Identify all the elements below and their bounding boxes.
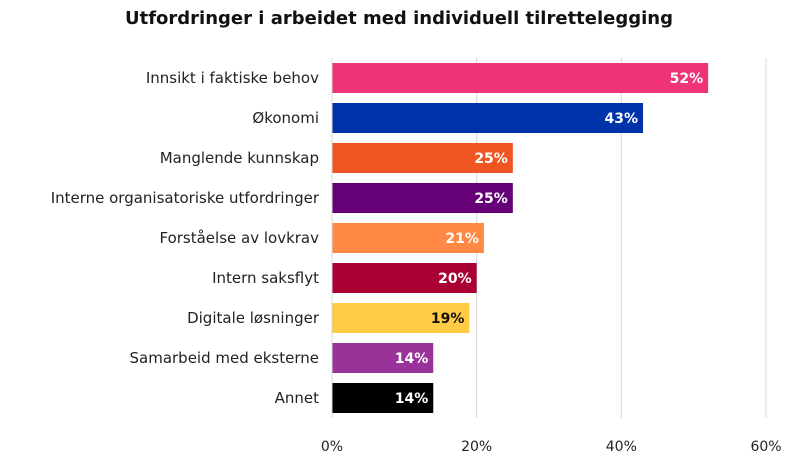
bar-1 [332, 103, 644, 133]
bar-7 [332, 343, 434, 373]
data-label-2: 25% [474, 151, 508, 167]
category-label-1: Økonomi [252, 109, 319, 127]
bar-8 [332, 383, 434, 413]
category-label-6: Digitale løsninger [187, 309, 320, 327]
x-tick-label-60: 60% [750, 439, 781, 455]
category-label-3: Interne organisatoriske utfordringer [51, 189, 320, 207]
x-tick-label-0: 0% [321, 439, 343, 455]
x-tick-label-40: 40% [606, 439, 637, 455]
data-label-1: 43% [605, 111, 639, 127]
data-label-5: 20% [438, 271, 472, 287]
chart-title: Utfordringer i arbeidet med individuell … [125, 8, 673, 29]
category-label-8: Annet [275, 389, 320, 407]
x-tick-label-20: 20% [461, 439, 492, 455]
data-label-4: 21% [445, 231, 479, 247]
bar-6 [332, 303, 470, 333]
category-label-2: Manglende kunnskap [160, 149, 319, 167]
data-label-6: 19% [431, 311, 465, 327]
data-label-7: 14% [395, 351, 429, 367]
bar-2 [332, 143, 513, 173]
bar-0 [332, 63, 709, 93]
bar-5 [332, 263, 477, 293]
bar-4 [332, 223, 484, 253]
data-label-8: 14% [395, 391, 429, 407]
data-label-3: 25% [474, 191, 508, 207]
category-label-5: Intern saksflyt [212, 269, 319, 287]
category-label-0: Innsikt i faktiske behov [146, 69, 319, 87]
bar-3 [332, 183, 513, 213]
category-label-7: Samarbeid med eksterne [130, 349, 320, 367]
category-label-4: Forståelse av lovkrav [159, 229, 319, 247]
data-label-0: 52% [670, 71, 704, 87]
